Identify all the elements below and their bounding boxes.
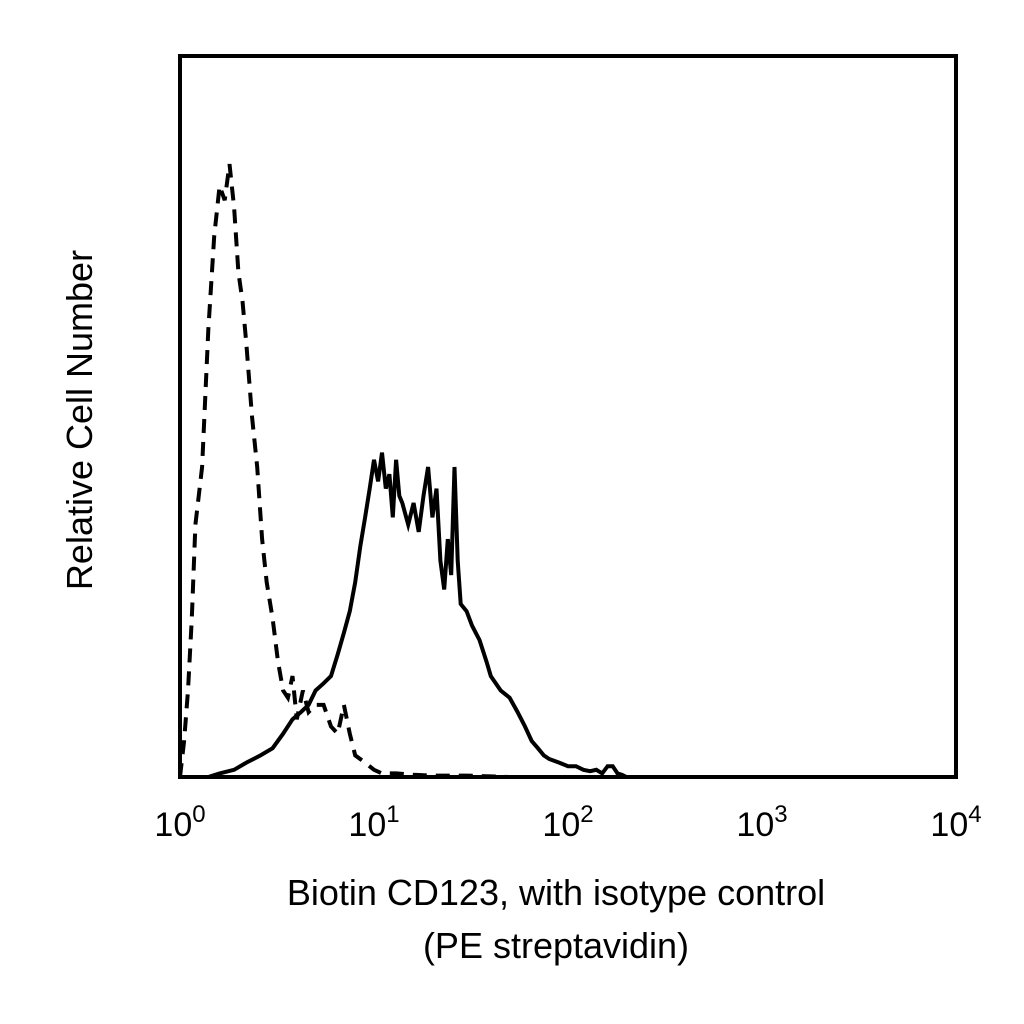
plot-frame: [178, 54, 958, 779]
x-tick-label: 101: [348, 801, 399, 844]
cd123-histogram: [207, 452, 628, 779]
x-tick-label: 100: [154, 801, 205, 844]
x-tick-labels: 100 101 102 103 104: [154, 801, 981, 844]
series-layer: [178, 163, 628, 779]
isotype-control-histogram: [178, 163, 538, 779]
x-axis-title-line1: Biotin CD123, with isotype control: [287, 872, 825, 913]
x-tick-label: 103: [736, 801, 787, 844]
x-tick-label: 102: [542, 801, 593, 844]
x-tick-label: 104: [930, 801, 981, 844]
x-axis-title-line2: (PE streptavidin): [423, 925, 689, 966]
y-axis-title: Relative Cell Number: [59, 250, 100, 590]
